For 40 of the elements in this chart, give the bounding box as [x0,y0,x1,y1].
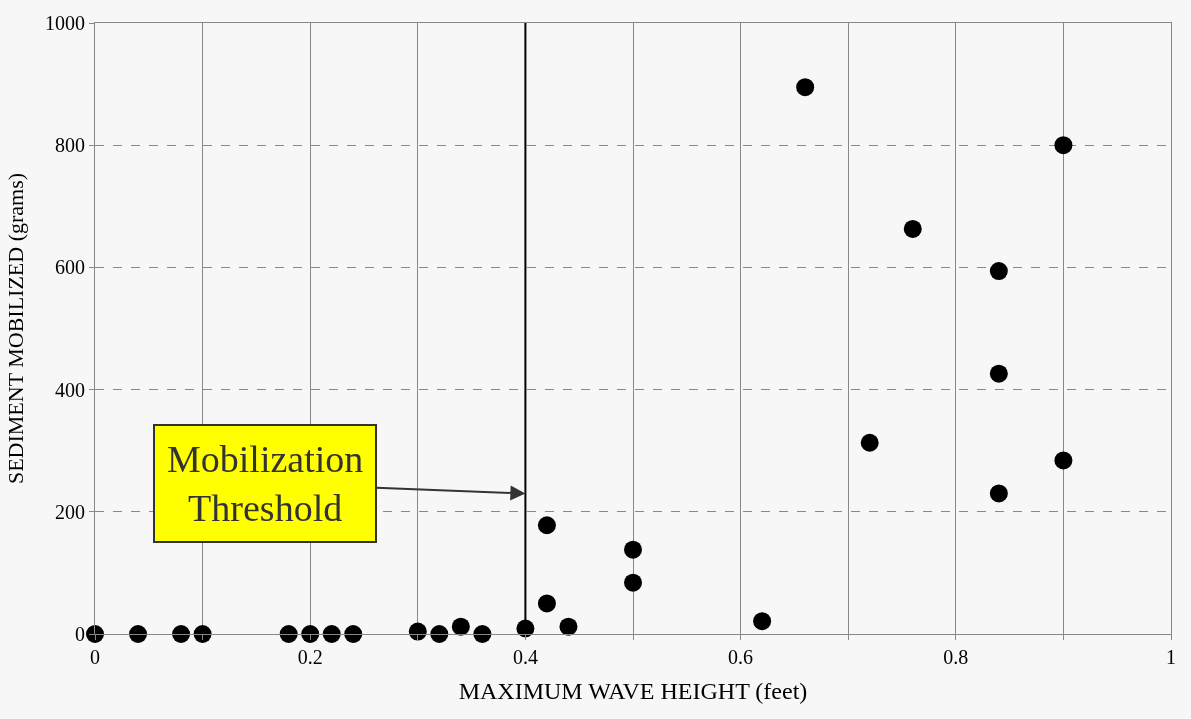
y-tick-label: 200 [55,500,85,523]
point [193,625,212,643]
point [537,516,556,535]
x-tick-label: 1 [1166,646,1176,668]
point [624,573,642,592]
y-tick-label: 600 [55,256,85,279]
y-tick-label: 1000 [45,12,85,34]
point [129,625,148,643]
x-tick-label: 0.4 [512,646,538,668]
point [172,625,191,643]
point [322,625,341,643]
y-tick-label: 0 [75,623,85,645]
point [408,622,427,641]
point [430,625,449,643]
x-axis-title: MAXIMUM WAVE HEIGHT (feet) [458,678,808,705]
point [989,484,1008,503]
point [989,262,1008,281]
point [1054,451,1073,470]
point [796,78,815,97]
point [279,625,298,643]
point [301,625,320,643]
annotation: Mobilization Threshold [167,438,364,530]
x-tick-label: 0.2 [297,646,323,668]
point [451,617,470,636]
point [1054,136,1073,155]
y-tick-label: 800 [55,134,85,157]
point [624,540,642,559]
y-tick-label: 400 [55,378,85,401]
point [753,612,772,631]
point [860,433,879,452]
point [903,219,922,238]
x-tick-label: 0.6 [728,646,754,668]
point [989,364,1008,383]
point [537,594,556,613]
x-tick-label: 0 [90,646,100,668]
point [344,625,363,643]
point [473,625,492,643]
point [559,617,578,636]
y-axis-title: SEDIMENT MOBILIZED (grams) [2,172,28,485]
x-tick-label: 0.8 [943,646,969,668]
